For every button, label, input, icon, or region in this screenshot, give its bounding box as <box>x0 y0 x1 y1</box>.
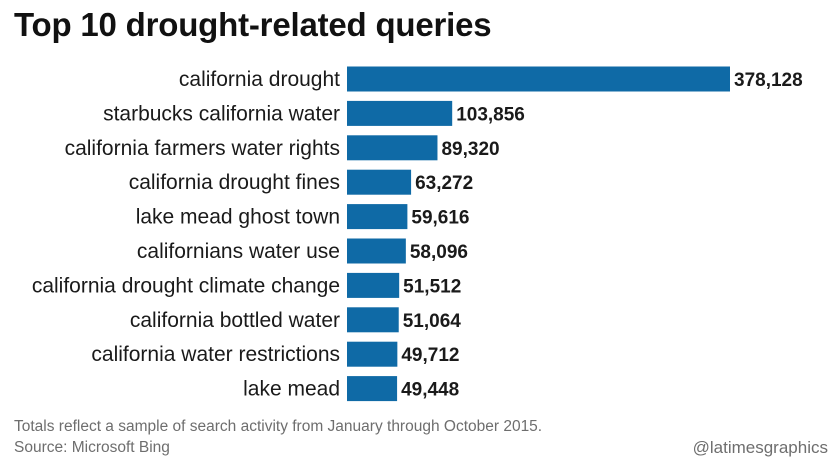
value-label: 51,064 <box>403 311 462 332</box>
category-label: california water restrictions <box>91 343 340 366</box>
bar <box>347 204 408 230</box>
value-label: 58,096 <box>410 242 468 263</box>
chart-footnote: Totals reflect a sample of search activi… <box>14 416 542 458</box>
category-label: lake mead <box>243 378 340 401</box>
category-label: california bottled water <box>130 309 340 332</box>
value-label: 103,856 <box>456 104 525 125</box>
category-label: california drought fines <box>129 171 340 194</box>
bar <box>347 307 399 333</box>
category-label: california drought climate change <box>32 274 340 297</box>
bar <box>347 169 412 195</box>
bar <box>347 135 438 161</box>
bar-chart: california drought 378,128 starbucks calif… <box>32 66 803 402</box>
source-text: Source: Microsoft Bing <box>14 439 170 456</box>
category-label: california drought <box>179 68 340 91</box>
credit-text: @latimesgraphics <box>692 438 828 457</box>
footnote-text: Totals reflect a sample of search activi… <box>14 418 543 435</box>
value-label: 51,512 <box>403 276 461 297</box>
bar <box>347 376 398 402</box>
category-label: california farmers water rights <box>65 137 340 160</box>
bar <box>347 238 406 264</box>
value-label: 63,272 <box>415 173 473 194</box>
bar <box>347 100 453 126</box>
chart-title: Top 10 drought-related queries <box>14 6 492 43</box>
bar <box>347 272 400 298</box>
value-label: 378,128 <box>734 70 803 91</box>
bar <box>347 66 730 92</box>
value-label: 89,320 <box>441 139 499 160</box>
value-label: 49,712 <box>401 345 459 366</box>
category-label: californians water use <box>137 240 340 263</box>
bar <box>347 341 398 367</box>
category-label: starbucks california water <box>103 102 340 125</box>
value-label: 49,448 <box>401 380 459 401</box>
category-label: lake mead ghost town <box>136 206 340 229</box>
value-label: 59,616 <box>411 208 469 229</box>
